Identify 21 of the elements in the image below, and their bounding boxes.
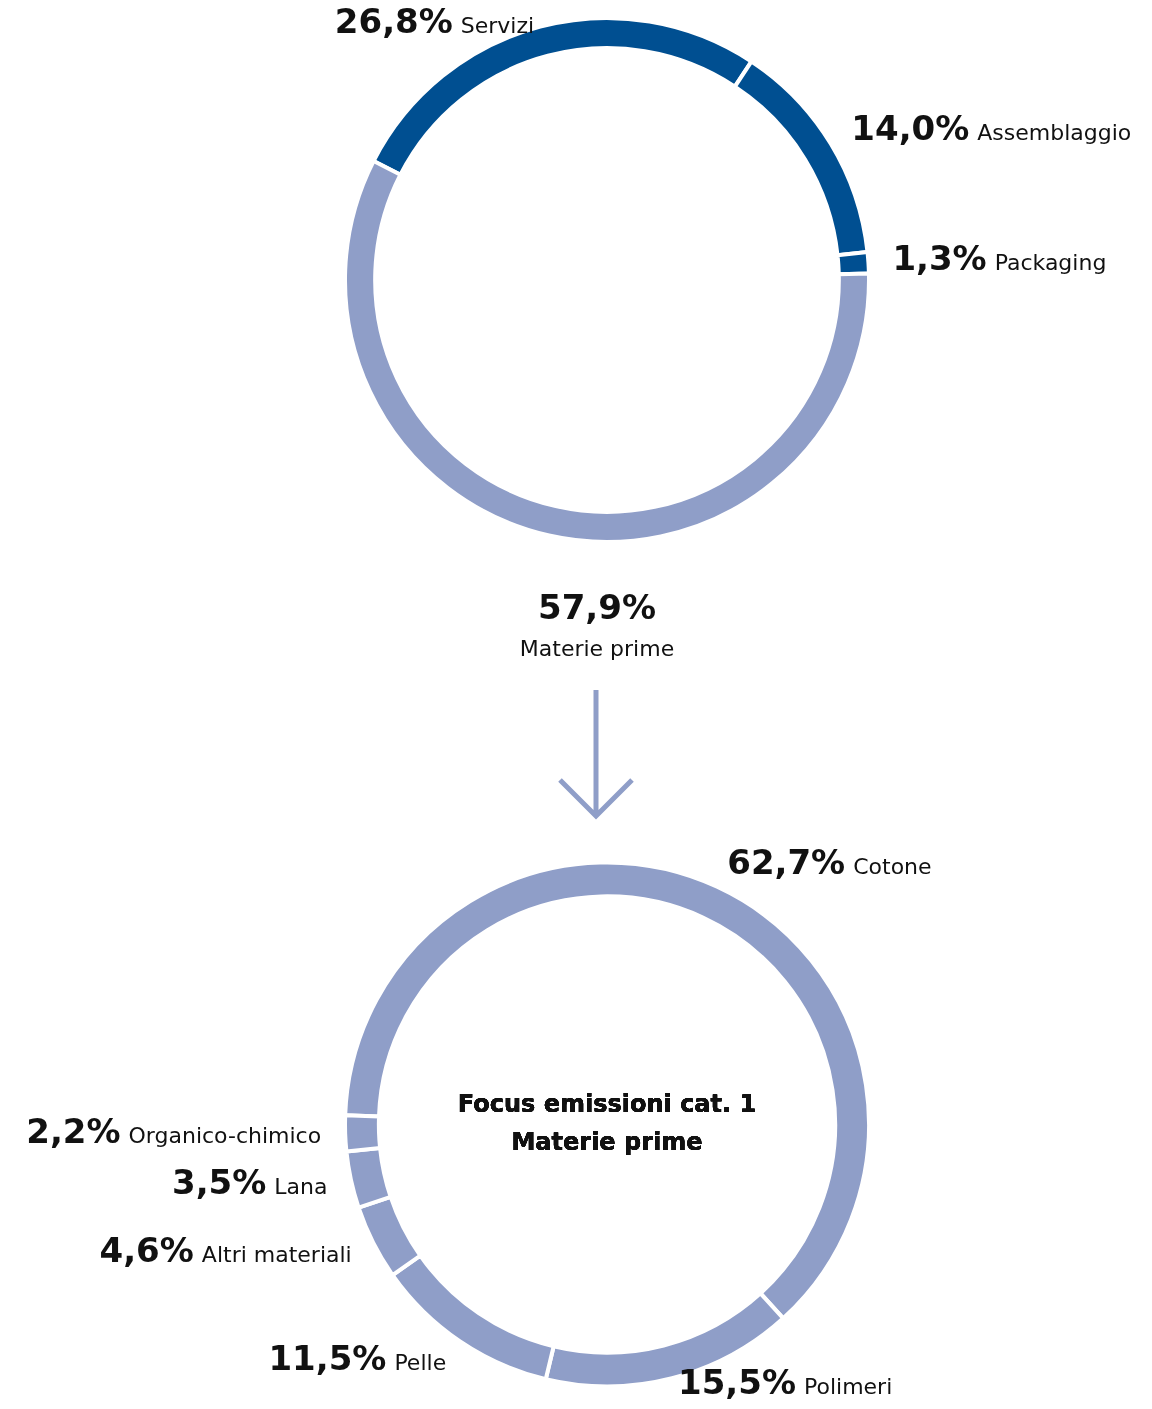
data-label: 11,5% xyxy=(268,1337,387,1378)
data-label: 62,7% xyxy=(727,841,846,882)
data-label: 1,3% xyxy=(892,237,987,278)
data-label: 2,2% xyxy=(26,1111,121,1152)
slice-label: Cotone xyxy=(853,853,932,879)
slice-label: Pelle xyxy=(394,1349,447,1375)
data-label: 15,5% xyxy=(678,1361,796,1402)
slice-label: Materie prime xyxy=(519,635,675,661)
slice-label: Lana xyxy=(274,1173,328,1199)
slice-label: Altri materiali xyxy=(201,1242,352,1268)
slice-label: Servizi xyxy=(460,12,535,38)
slice-label: Polimeri xyxy=(803,1373,893,1399)
data-label: 4,6% xyxy=(99,1230,194,1271)
slice-label: Assemblaggio xyxy=(977,120,1132,146)
slice-label: Packaging xyxy=(994,249,1107,275)
data-label: 57,9% xyxy=(538,586,656,627)
text: Focus emissioni cat. 1 Materie prime xyxy=(457,1089,757,1156)
data-label: 14,0% xyxy=(851,108,970,149)
data-label: 26,8% xyxy=(334,0,453,41)
slice-label: Organico-chimico xyxy=(128,1123,322,1148)
data-label: 3,5% xyxy=(172,1161,267,1202)
